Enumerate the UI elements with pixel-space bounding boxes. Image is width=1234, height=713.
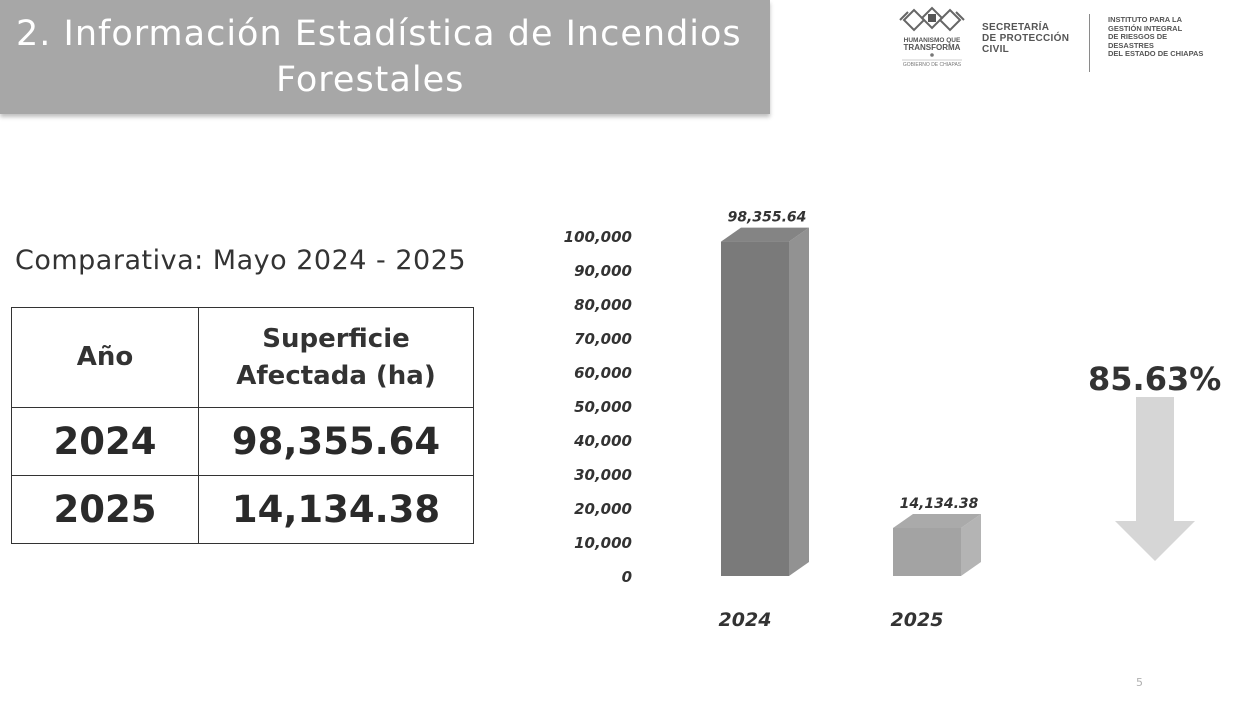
y-tick-label: 90,000	[574, 262, 632, 280]
data-table: Año Superficie Afectada (ha) 2024 98,355…	[11, 307, 474, 544]
table-row: 2024 98,355.64	[11, 407, 474, 476]
y-tick-label: 0	[622, 568, 632, 586]
instituto-line-1: INSTITUTO PARA LA	[1108, 15, 1183, 24]
bar-2024-side	[789, 227, 809, 576]
bar-2025	[893, 527, 961, 576]
x-tick-label-2024: 2024	[719, 609, 772, 631]
table-row: 2025 14,134.38	[11, 475, 474, 544]
x-tick-label-2025: 2025	[891, 609, 944, 631]
instituto-line-2: GESTIÓN INTEGRAL	[1108, 23, 1183, 33]
y-tick-label: 100,000	[564, 228, 632, 246]
y-tick-label: 80,000	[574, 296, 632, 314]
bar-chart: 0 10,000 20,000 30,000 40,000 50,000 60,000 70,…	[564, 210, 981, 631]
bar-2025-top	[893, 513, 981, 528]
table-header-row: Año Superficie Afectada (ha)	[11, 307, 474, 408]
header-area: Superficie Afectada (ha)	[198, 307, 474, 408]
y-tick-label: 50,000	[574, 398, 632, 416]
y-tick-label: 70,000	[574, 330, 632, 348]
emblem-text-3: GOBIERNO DE CHIAPAS	[903, 62, 962, 68]
emblem-text-2: TRANSFORMA	[904, 43, 961, 52]
header-area-line-1: Superficie	[262, 324, 410, 355]
secretaria-line-3: CIVIL	[982, 44, 1010, 55]
instituto-line-3: DE RIESGOS DE DESASTRES	[1108, 32, 1168, 50]
y-tick-label: 60,000	[574, 364, 632, 382]
logo-divider	[1089, 14, 1090, 72]
secretaria-logo-text: SECRETARÍA DE PROTECCIÓN CIVIL	[982, 22, 1069, 55]
cell-area-2025: 14,134.38	[198, 475, 474, 544]
data-label-2024: 98,355.64	[728, 210, 807, 226]
cell-year-2024: 2024	[11, 407, 199, 476]
reduction-percent-label: 85.63%	[1088, 360, 1222, 398]
y-tick-label: 10,000	[574, 534, 632, 552]
header-year: Año	[11, 307, 199, 408]
header-area-line-2: Afectada (ha)	[236, 360, 436, 391]
gobierno-chiapas-logo: HUMANISMO QUE TRANSFORMA GOBIERNO DE CHI…	[899, 6, 965, 68]
y-tick-label: 30,000	[574, 466, 632, 484]
instituto-line-4: DEL ESTADO DE CHIAPAS	[1108, 49, 1204, 58]
data-label-2025: 14,134.38	[900, 496, 979, 512]
secretaria-line-1: SECRETARÍA	[982, 22, 1050, 33]
down-arrow-icon	[1115, 397, 1195, 561]
instituto-logo-text: INSTITUTO PARA LA GESTIÓN INTEGRAL DE RI…	[1108, 15, 1208, 59]
page-number: 5	[1136, 676, 1143, 689]
y-tick-label: 20,000	[574, 500, 632, 518]
title-line-2: Forestales	[276, 60, 465, 100]
comparison-subtitle: Comparativa: Mayo 2024 - 2025	[15, 245, 467, 276]
cell-year-2025: 2025	[11, 475, 199, 544]
title-line-1: 2. Información Estadística de Incendios	[16, 14, 742, 54]
logos-area: HUMANISMO QUE TRANSFORMA GOBIERNO DE CHI…	[888, 4, 1208, 74]
title-banner: 2. Información Estadística de Incendios …	[0, 0, 770, 114]
y-tick-label: 40,000	[573, 432, 632, 450]
bar-2024	[721, 241, 789, 576]
cell-area-2024: 98,355.64	[198, 407, 474, 476]
emblem-text-1: HUMANISMO QUE	[904, 37, 961, 44]
bar-2025-side	[961, 513, 981, 576]
bar-2024-top	[721, 227, 809, 242]
secretaria-line-2: DE PROTECCIÓN	[982, 33, 1070, 44]
